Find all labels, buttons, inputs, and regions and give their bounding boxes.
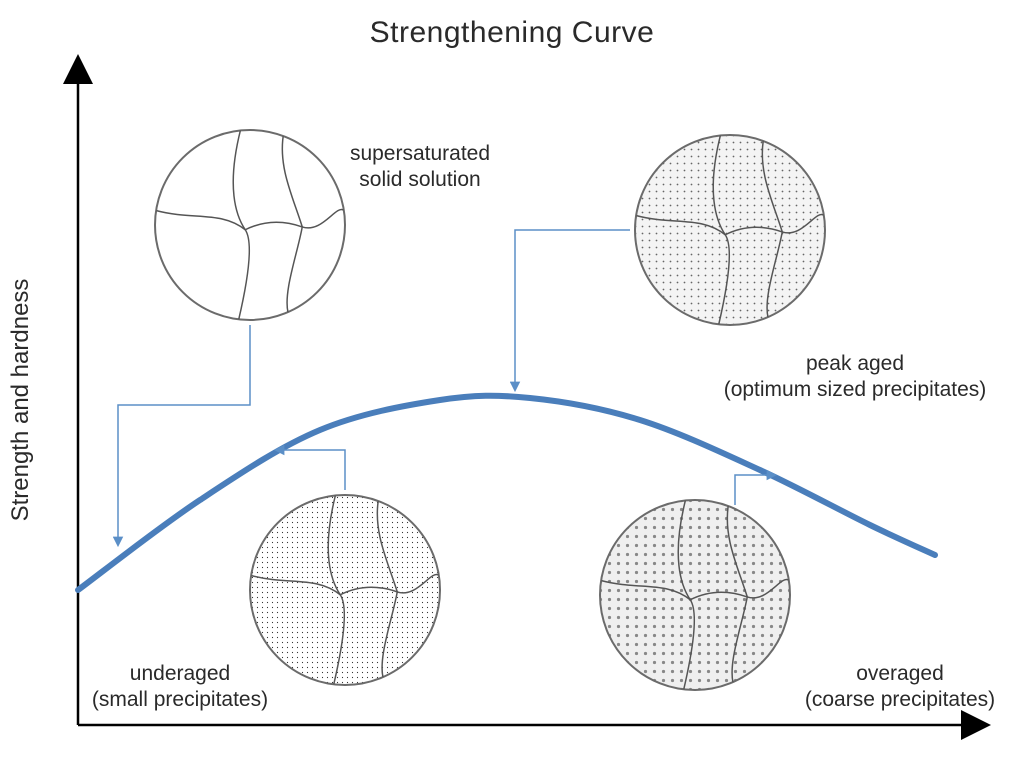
stage-sublabel: (coarse precipitates) xyxy=(805,688,995,711)
stage-sublabel: (optimum sized precipitates) xyxy=(724,378,987,401)
callout-arrow xyxy=(515,230,630,390)
microstructure-stages: supersaturated solid solution peak aged (op… xyxy=(92,130,995,711)
stage-label: overaged xyxy=(856,662,944,685)
microstructure-circle xyxy=(155,130,345,320)
callout-arrow xyxy=(735,475,775,505)
diagram-canvas: Strengthening Curve Strength and hardnes… xyxy=(0,0,1024,769)
callout-arrow xyxy=(276,450,345,490)
stage-label: underaged xyxy=(130,662,230,685)
stage-underaged: underaged (small precipitates) xyxy=(92,450,440,711)
microstructure-circle xyxy=(250,495,440,685)
stage-peakaged: peak aged (optimum sized precipitates) xyxy=(515,135,986,401)
stage-overaged: overaged (coarse precipitates) xyxy=(600,475,995,711)
stage-sublabel: solid solution xyxy=(359,168,480,191)
stage-supersaturated: supersaturated solid solution xyxy=(118,130,490,545)
stage-sublabel: (small precipitates) xyxy=(92,688,268,711)
stage-label: supersaturated xyxy=(350,142,490,165)
strengthening-curve xyxy=(78,396,935,590)
microstructure-circle xyxy=(600,500,790,690)
stage-label: peak aged xyxy=(806,352,904,375)
microstructure-circle xyxy=(635,135,825,325)
y-axis-label: Strength and hardness xyxy=(7,279,34,522)
chart-title: Strengthening Curve xyxy=(370,16,655,49)
